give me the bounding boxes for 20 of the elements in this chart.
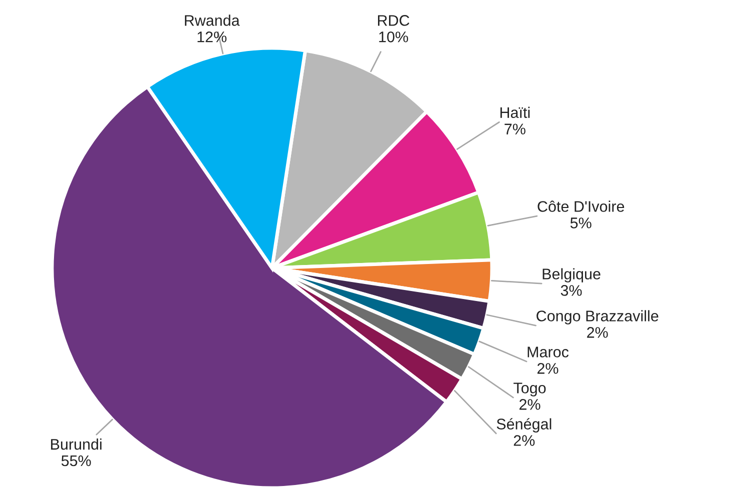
data-label: 2% — [514, 435, 535, 446]
data-label: 3% — [560, 285, 582, 296]
data-label: 5% — [570, 218, 592, 228]
slice-label: Côte D'Ivoire — [538, 200, 624, 212]
data-label: 10% — [379, 32, 408, 42]
data-label: 2% — [520, 399, 540, 410]
slice-label: RDC — [378, 15, 410, 26]
slice-label: Congo Brazzaville — [536, 310, 658, 324]
data-label: 2% — [587, 327, 608, 338]
slice-label: Belgique — [542, 268, 600, 282]
slice-label: Sénégal — [496, 418, 552, 432]
slice-label: Maroc — [528, 346, 569, 358]
data-label: 55% — [61, 455, 91, 466]
data-label: 2% — [537, 363, 558, 374]
slice-label: Togo — [514, 382, 546, 396]
slice-label: Burundi — [51, 438, 102, 450]
data-label: 7% — [504, 124, 526, 134]
slice-label: Haïti — [500, 106, 530, 118]
slice-label: Rwanda — [184, 14, 240, 26]
data-label: 12% — [198, 32, 226, 42]
